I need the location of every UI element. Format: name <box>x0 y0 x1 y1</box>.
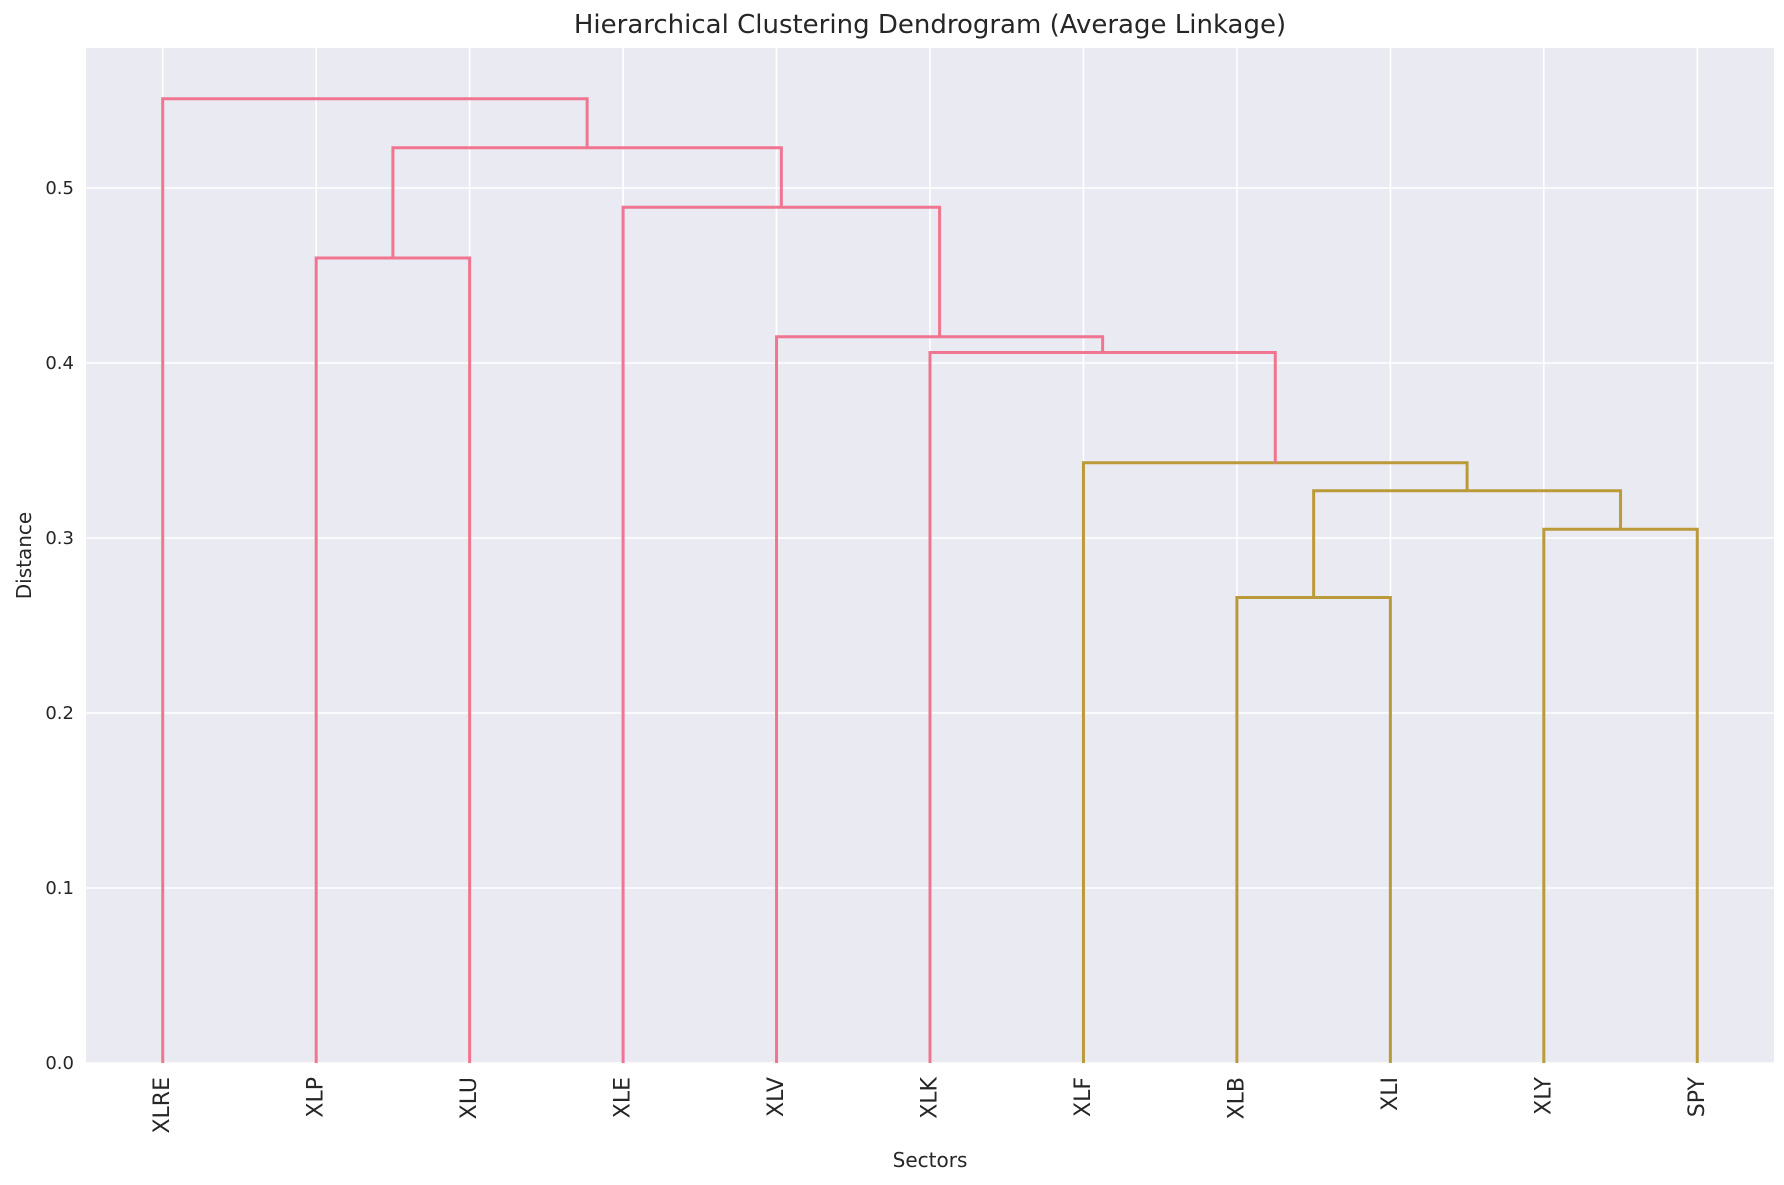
y-tick-label: 0.0 <box>45 1053 74 1074</box>
dendrogram-link <box>161 97 589 1063</box>
x-tick-label: XLU <box>457 1077 482 1119</box>
x-tick-label: XLB <box>1224 1077 1249 1119</box>
x-tick-label: XLY <box>1531 1076 1556 1114</box>
y-tick-label: 0.2 <box>45 703 74 724</box>
dendrogram-links <box>161 97 1699 1063</box>
y-tick-label: 0.3 <box>45 528 74 549</box>
x-tick-label: XLE <box>611 1077 636 1118</box>
x-tick-label: XLRE <box>150 1077 175 1134</box>
x-tick-label: XLV <box>764 1077 789 1117</box>
x-tick-label: XLK <box>918 1076 943 1118</box>
x-tick-label: XLP <box>304 1077 329 1118</box>
y-axis-label: Distance <box>12 512 36 599</box>
chart-title: Hierarchical Clustering Dendrogram (Aver… <box>574 10 1286 40</box>
x-tick-label: XLF <box>1071 1077 1096 1117</box>
x-tick-label: XLI <box>1378 1077 1403 1111</box>
y-tick-label: 0.1 <box>45 878 74 899</box>
y-tick-label: 0.5 <box>45 178 74 199</box>
x-axis-label: Sectors <box>893 1148 968 1172</box>
y-tick-label: 0.4 <box>45 353 74 374</box>
x-tick-labels: XLRE XLP XLU XLE XLV XLK XLF XLB XLI XLY SPY <box>150 1076 1710 1133</box>
y-tick-labels: 0.0 0.1 0.2 0.3 0.4 0.5 <box>45 178 74 1074</box>
x-tick-label: SPY <box>1685 1076 1710 1117</box>
